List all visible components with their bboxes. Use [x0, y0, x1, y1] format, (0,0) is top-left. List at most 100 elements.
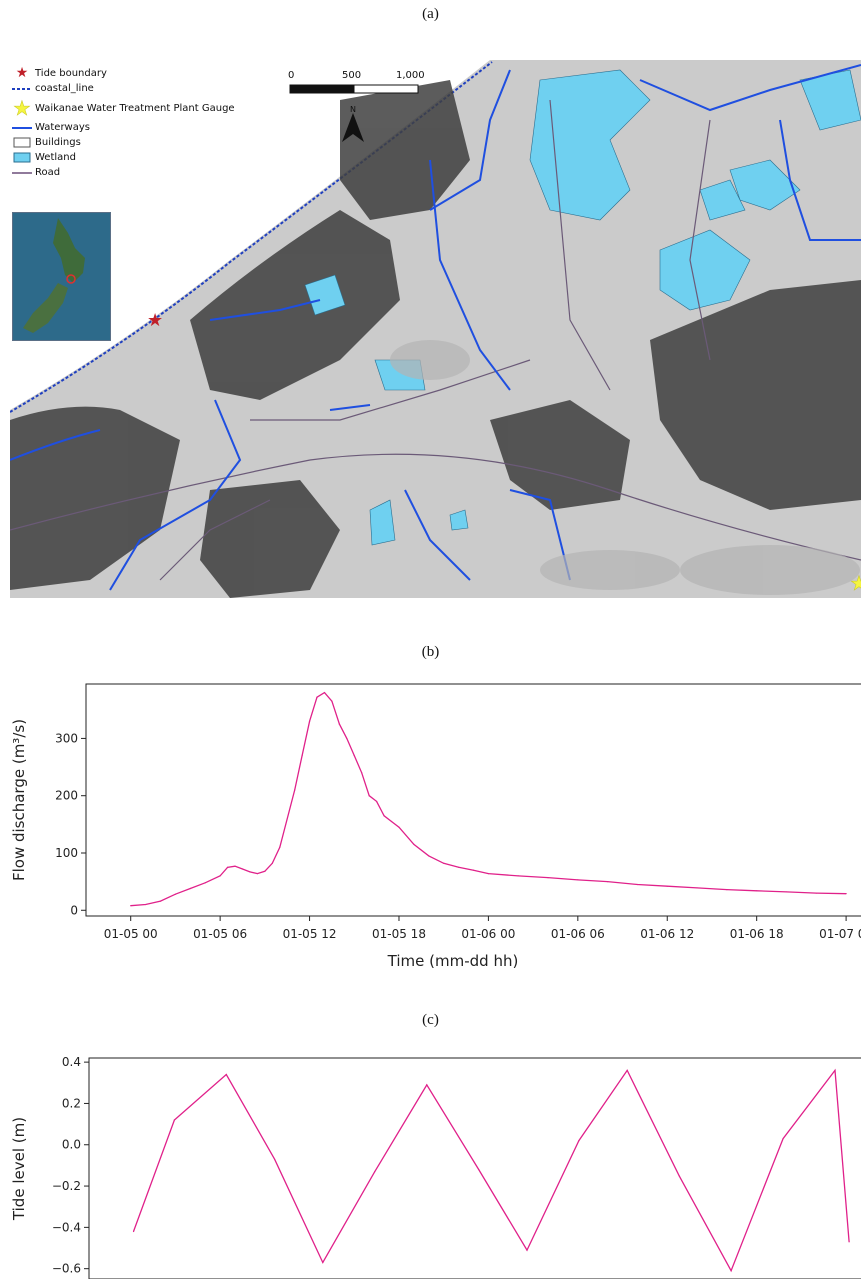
dashed-line-icon: [12, 86, 32, 92]
legend-item-gauge: ★ Waikanae Water Treatment Plant Gauge: [12, 96, 235, 120]
hills: [390, 340, 860, 595]
wetland-box-icon: [12, 152, 32, 163]
data-point: [225, 1073, 227, 1076]
y-tick-label: −0.4: [52, 1220, 81, 1234]
data-point: [547, 877, 549, 879]
wetlands: [304, 69, 861, 546]
y-tick-label: 200: [55, 789, 78, 803]
study-area-map: ★ ★: [10, 60, 861, 598]
scale-bar: 0 500 1,000 m N: [288, 68, 438, 151]
data-point: [279, 846, 281, 848]
y-tick-label: 0.0: [62, 1138, 81, 1152]
data-point: [517, 875, 519, 877]
data-point: [294, 789, 296, 791]
data-point: [226, 866, 229, 868]
data-point: [346, 737, 348, 740]
legend-label: Road: [35, 167, 61, 178]
data-point: [361, 772, 363, 774]
legend-item-buildings: Buildings: [12, 135, 235, 150]
data-point: [636, 883, 639, 886]
roads: [10, 99, 861, 581]
x-tick-label: 01-07 00: [819, 927, 861, 941]
urban-areas: [10, 80, 861, 598]
data-point: [848, 1241, 850, 1243]
red-star-icon: ★: [15, 65, 29, 81]
x-tick-label: 01-05 00: [104, 927, 158, 941]
legend-label: Wetland: [35, 152, 76, 163]
scale-tick-500: 500: [342, 70, 361, 81]
panel-b-label: (b): [421, 644, 440, 660]
new-zealand-inset-map: [12, 212, 111, 341]
legend-item-road: Road: [12, 165, 235, 180]
data-point: [487, 873, 490, 875]
north-label: N: [350, 105, 356, 114]
panel-a-label: (a): [422, 6, 439, 22]
waterways: [10, 64, 861, 591]
study-location-marker: [66, 274, 76, 284]
data-point: [577, 879, 579, 881]
road-line-icon: [12, 170, 32, 176]
data-point: [457, 866, 460, 868]
data-point: [607, 881, 609, 883]
data-point: [331, 700, 333, 702]
yellow-star-icon: ★: [13, 95, 31, 120]
data-point: [322, 1261, 324, 1264]
y-tick-label: 300: [55, 731, 78, 745]
data-point: [696, 887, 698, 889]
data-point: [472, 869, 475, 871]
data-point: [264, 870, 266, 872]
y-tick-label: 0.2: [62, 1096, 81, 1110]
y-tick-label: 0: [70, 903, 78, 917]
north-island: [53, 218, 85, 283]
data-point: [578, 1140, 580, 1142]
data-point: [443, 862, 445, 864]
data-point: [374, 1170, 376, 1173]
x-tick-label: 01-06 12: [640, 927, 694, 941]
data-point: [241, 868, 244, 870]
data-point: [189, 887, 191, 890]
data-point: [234, 865, 236, 867]
plot-frame: [85, 683, 861, 917]
plot-frame: [88, 1057, 861, 1279]
north-arrow-icon: [342, 113, 364, 142]
data-point: [666, 885, 668, 887]
data-point: [173, 1119, 175, 1121]
data-point: [426, 1084, 428, 1086]
data-point: [730, 1270, 732, 1272]
scale-tick-0: 0: [288, 70, 294, 81]
legend-item-coastal-line: coastal_line: [12, 81, 235, 96]
scale-bar-graphic: 0 500 1,000 m N: [288, 70, 438, 142]
tide-level-chart: −0.6 −0.4 −0.2 0.0 0.2 0.4 Tide level (m): [10, 1055, 861, 1279]
y-tick-label: 100: [55, 846, 78, 860]
data-point: [785, 891, 788, 893]
map-legend: ★ Tide boundary coastal_line ★ Waikanae …: [12, 66, 235, 180]
legend-label: Buildings: [35, 137, 81, 148]
data-point: [301, 755, 303, 757]
tide-boundary-star-icon: ★: [147, 310, 163, 331]
data-point: [413, 843, 415, 845]
y-axis-title: Tide level (m): [10, 1117, 28, 1221]
outline-box-icon: [12, 137, 32, 148]
x-tick-label: 01-06 06: [551, 927, 605, 941]
data-point: [383, 815, 385, 817]
south-island: [23, 283, 68, 333]
data-point: [316, 696, 318, 698]
data-point: [428, 855, 430, 857]
data-point: [376, 800, 378, 803]
data-point: [726, 889, 728, 891]
scale-tick-1000: 1,000 m: [396, 70, 428, 81]
legend-label: coastal_line: [35, 83, 94, 94]
data-point: [478, 1168, 480, 1171]
legend-label: Tide boundary: [35, 68, 107, 79]
data-point: [338, 723, 340, 725]
y-axis-title: Flow discharge (m³/s): [10, 719, 28, 881]
series-line: [130, 691, 847, 907]
data-point: [390, 820, 393, 823]
data-point: [782, 1137, 784, 1140]
data-point: [815, 892, 817, 894]
data-point: [398, 826, 400, 828]
data-point: [368, 795, 370, 797]
panel-c-label: (c): [422, 1012, 439, 1028]
data-point: [132, 1230, 135, 1233]
legend-label: Waikanae Water Treatment Plant Gauge: [35, 102, 235, 114]
